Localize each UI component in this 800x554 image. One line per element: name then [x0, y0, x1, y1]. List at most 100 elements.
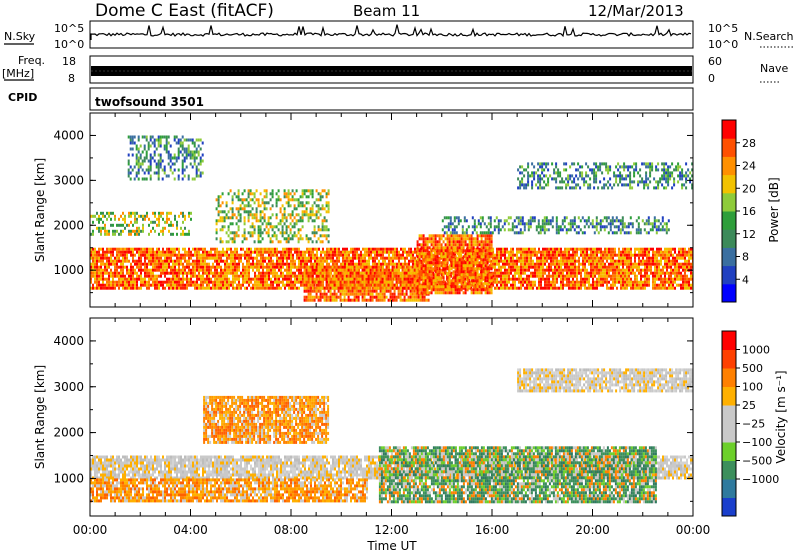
echo-cell — [359, 277, 362, 281]
echo-cell — [266, 247, 268, 251]
echo-cell — [600, 268, 602, 272]
echo-cell — [494, 274, 496, 278]
echo-cell — [386, 250, 388, 254]
echo-cell — [688, 280, 690, 284]
echo-cell — [526, 250, 528, 254]
echo-cell — [554, 247, 556, 251]
echo-cell — [468, 258, 471, 262]
echo-cell — [256, 262, 258, 266]
echo-cell — [548, 265, 550, 269]
echo-cell — [456, 249, 459, 253]
echo-cell — [376, 253, 378, 257]
echo-cell — [552, 283, 554, 287]
echo-cell — [381, 283, 384, 287]
echo-cell — [363, 295, 366, 299]
echo-cell — [664, 250, 666, 254]
echo-cell — [392, 247, 394, 251]
echo-cell — [232, 253, 234, 257]
echo-cell — [411, 295, 414, 299]
echo-cell — [152, 283, 154, 287]
echo-cell — [530, 274, 532, 278]
echo-cell — [347, 298, 350, 302]
echo-cell — [341, 286, 344, 290]
echo-cell — [652, 274, 654, 278]
echo-cell — [262, 259, 264, 263]
echo-cell — [162, 265, 164, 269]
echo-cell — [238, 262, 240, 266]
echo-cell — [96, 250, 98, 254]
echo-cell — [184, 277, 186, 281]
echo-cell — [352, 247, 354, 251]
echo-cell — [371, 295, 374, 299]
echo-cell — [452, 261, 455, 265]
echo-cell — [174, 268, 176, 272]
echo-cell — [104, 265, 106, 269]
echo-cell — [648, 268, 650, 272]
echo-cell — [116, 247, 118, 251]
echo-cell — [512, 274, 514, 278]
echo-cell — [638, 280, 640, 284]
echo-cell — [94, 271, 96, 275]
echo-cell — [440, 237, 443, 241]
echo-cell — [152, 277, 154, 281]
echo-cell — [516, 277, 518, 281]
echo-cell — [152, 253, 154, 257]
echo-cell — [292, 274, 294, 278]
echo-cell — [626, 259, 628, 263]
echo-cell — [430, 279, 433, 283]
echo-cell — [172, 268, 174, 272]
echo-cell — [506, 286, 508, 290]
echo-cell — [470, 267, 473, 271]
echo-cell — [329, 280, 332, 284]
echo-cell — [446, 234, 449, 238]
echo-cell — [466, 258, 469, 262]
echo-cell — [198, 271, 200, 275]
echo-cell — [266, 283, 268, 287]
echo-cell — [682, 247, 684, 251]
echo-cell — [356, 256, 358, 260]
echo-cell — [686, 259, 688, 263]
echo-cell — [386, 256, 388, 260]
echo-cell — [636, 280, 638, 284]
echo-cell — [256, 286, 258, 290]
echo-cell — [510, 268, 512, 272]
echo-cell — [300, 271, 302, 275]
echo-cell — [422, 276, 425, 280]
echo-cell — [552, 277, 554, 281]
echo-cell — [674, 256, 676, 260]
echo-cell — [468, 246, 471, 250]
echo-cell — [564, 247, 566, 251]
echo-cell — [548, 247, 550, 251]
echo-cell — [262, 286, 264, 290]
echo-cell — [260, 250, 262, 254]
echo-cell — [168, 283, 170, 287]
echo-cell — [416, 285, 419, 289]
echo-cell — [136, 247, 138, 251]
echo-cell — [140, 268, 142, 272]
echo-cell — [268, 283, 270, 287]
echo-cell — [454, 291, 457, 295]
echo-cell — [500, 250, 502, 254]
echo-cell — [444, 264, 447, 268]
echo-cell — [548, 268, 550, 272]
echo-cell — [512, 262, 514, 266]
echo-cell — [474, 237, 477, 241]
echo-cell — [510, 283, 512, 287]
echo-cell — [514, 280, 516, 284]
echo-cell — [452, 240, 455, 244]
echo-cell — [498, 265, 500, 269]
echo-cell — [315, 280, 318, 284]
echo-cell — [156, 262, 158, 266]
echo-cell — [409, 265, 412, 269]
echo-cell — [190, 262, 192, 266]
echo-cell — [508, 250, 510, 254]
echo-cell — [542, 253, 544, 257]
echo-cell — [320, 250, 322, 254]
echo-cell — [367, 283, 370, 287]
echo-cell — [369, 283, 372, 287]
echo-cell — [385, 268, 388, 272]
echo-cell — [286, 253, 288, 257]
echo-cell — [360, 256, 362, 260]
echo-cell — [438, 256, 440, 260]
echo-cell — [122, 259, 124, 263]
